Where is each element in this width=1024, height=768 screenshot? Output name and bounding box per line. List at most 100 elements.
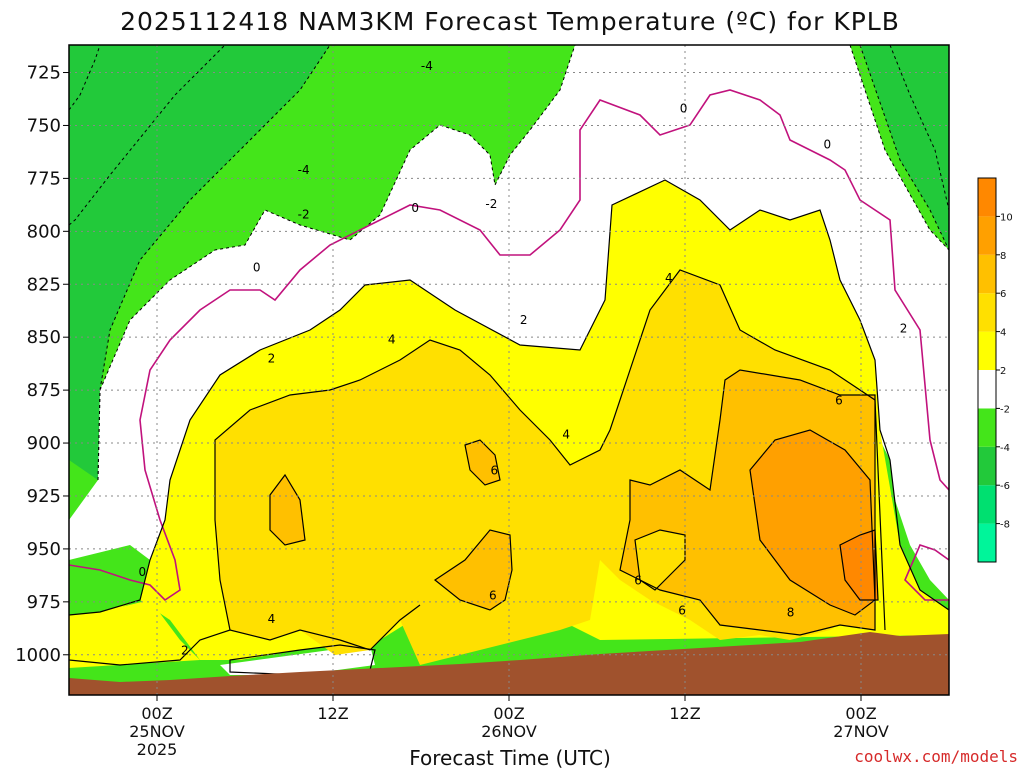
contour-label: 6 — [491, 464, 499, 478]
y-tick-label: 750 — [27, 115, 61, 136]
positive-contours — [69, 179, 949, 676]
colorbar-swatch — [978, 216, 996, 255]
colorbar-tick-label: -6 — [1000, 481, 1010, 492]
contour-label: 6 — [678, 603, 686, 617]
x-tick-label: 26NOV — [481, 722, 537, 741]
colorbar-swatch — [978, 408, 996, 447]
fill-band-neg4-right — [860, 45, 949, 250]
colorbar-tick-label: 2 — [1000, 366, 1006, 377]
y-tick-label: 825 — [27, 274, 61, 295]
y-tick-label: 800 — [27, 221, 61, 242]
contour-label: 6 — [634, 574, 642, 588]
x-tick-label: 27NOV — [833, 722, 889, 741]
contour-label: -2 — [485, 197, 497, 211]
colorbar-swatch — [978, 331, 996, 370]
negative-contours — [69, 45, 949, 481]
contour-6-b — [464, 439, 501, 486]
colorbar-swatch — [978, 370, 996, 409]
contour-label: -2 — [298, 207, 310, 221]
colorbar-tick-label: 8 — [1000, 251, 1006, 262]
fill-band-4-6-pocket — [635, 530, 685, 590]
zero-contour — [69, 89, 949, 602]
contour-label: 4 — [665, 271, 673, 285]
contour-label: 2 — [181, 644, 189, 658]
y-tick-label: 875 — [27, 380, 61, 401]
contour-label: 0 — [823, 138, 831, 152]
contour-6-c — [433, 529, 513, 611]
x-tick-label: 2025 — [137, 740, 178, 759]
contour-label: 6 — [835, 394, 843, 408]
contour-neg6-right — [889, 45, 949, 211]
contour-label: -4 — [298, 163, 310, 177]
y-tick-label: 725 — [27, 63, 61, 84]
colorbar-swatch — [978, 485, 996, 524]
contour-6-pocket — [634, 529, 686, 591]
x-tick-label: 12Z — [317, 704, 348, 723]
contour-label: 2 — [520, 313, 528, 327]
contour-6-a — [269, 473, 306, 546]
colorbar-tick-label: -4 — [1000, 443, 1010, 454]
contour-label: 4 — [388, 332, 396, 346]
fill-band-10-12 — [840, 530, 878, 600]
chart-title: 2025112418 NAM3KM Forecast Temperature (… — [120, 7, 900, 36]
contour-label: 0 — [139, 565, 147, 579]
x-tick-label: 25NOV — [129, 722, 185, 741]
x-tick-label: 12Z — [669, 704, 700, 723]
x-tick-label: 00Z — [493, 704, 524, 723]
fill-band-6-8-c — [435, 530, 512, 610]
contour-label: -4 — [421, 59, 433, 73]
contour-label: 2 — [268, 351, 276, 365]
fill-band-6-8-a — [270, 475, 305, 545]
contour-label: 4 — [562, 428, 570, 442]
contour-4 — [214, 269, 886, 631]
x-tick-label: 00Z — [845, 704, 876, 723]
contour-label: 6 — [489, 588, 497, 602]
contour-neg2 — [97, 45, 576, 481]
contour-2-pocket — [229, 644, 376, 676]
contour-neg4 — [97, 45, 331, 481]
y-tick-label: 900 — [27, 433, 61, 454]
colorbar-tick-label: 4 — [1000, 328, 1006, 339]
colorbar-swatch — [978, 178, 996, 217]
credit-text: coolwx.com/models — [854, 747, 1018, 766]
contour-label: 4 — [268, 612, 276, 626]
colorbar-tick-label: -8 — [1000, 520, 1010, 531]
y-axis: 725 750 775 800 825 850 875 900 925 950 975 1000 — [15, 63, 69, 666]
contour-10 — [839, 529, 879, 601]
contour-neg2-right — [849, 45, 949, 251]
colorbar-tick-label: 6 — [1000, 289, 1006, 300]
contour-6-d — [619, 369, 876, 636]
contour-0-lower — [904, 544, 949, 601]
colorbar-swatch — [978, 293, 996, 332]
fill-band-neg4 — [69, 45, 330, 480]
y-tick-label: 950 — [27, 539, 61, 560]
plot-frame — [68, 44, 950, 696]
grid-lines — [69, 45, 949, 695]
contour-label: 0 — [253, 260, 261, 274]
x-tick-label: 00Z — [141, 704, 172, 723]
y-tick-label: 775 — [27, 168, 61, 189]
contour-label: 2 — [900, 322, 908, 336]
contour-neg8 — [69, 45, 101, 111]
contour-labels: -4 -4 -2 -2 0 0 0 0 0 2 2 2 2 4 4 4 4 6 6 6 6 6 8 — [139, 59, 908, 657]
colorbar-swatch — [978, 254, 996, 294]
contour-0 — [69, 89, 949, 602]
y-tick-label: 850 — [27, 327, 61, 348]
contour-2-lower — [69, 604, 421, 666]
colorbar-tick-label: -2 — [1000, 404, 1010, 415]
contour-neg4-right — [859, 45, 949, 251]
colorbar-swatch — [978, 446, 996, 486]
contour-label: 0 — [680, 102, 688, 116]
fill-band-2-4-lower — [69, 600, 200, 668]
y-tick-label: 925 — [27, 486, 61, 507]
colorbar: -8 -6 -4 -2 2 4 6 8 10 — [977, 177, 1013, 563]
x-axis-label: Forecast Time (UTC) — [409, 746, 611, 768]
contour-label: 0 — [411, 201, 419, 215]
contour-label: 8 — [787, 605, 795, 619]
contour-2 — [69, 179, 949, 616]
colorbar-swatch — [978, 523, 996, 562]
y-tick-label: 975 — [27, 592, 61, 613]
y-tick-label: 1000 — [15, 645, 61, 666]
